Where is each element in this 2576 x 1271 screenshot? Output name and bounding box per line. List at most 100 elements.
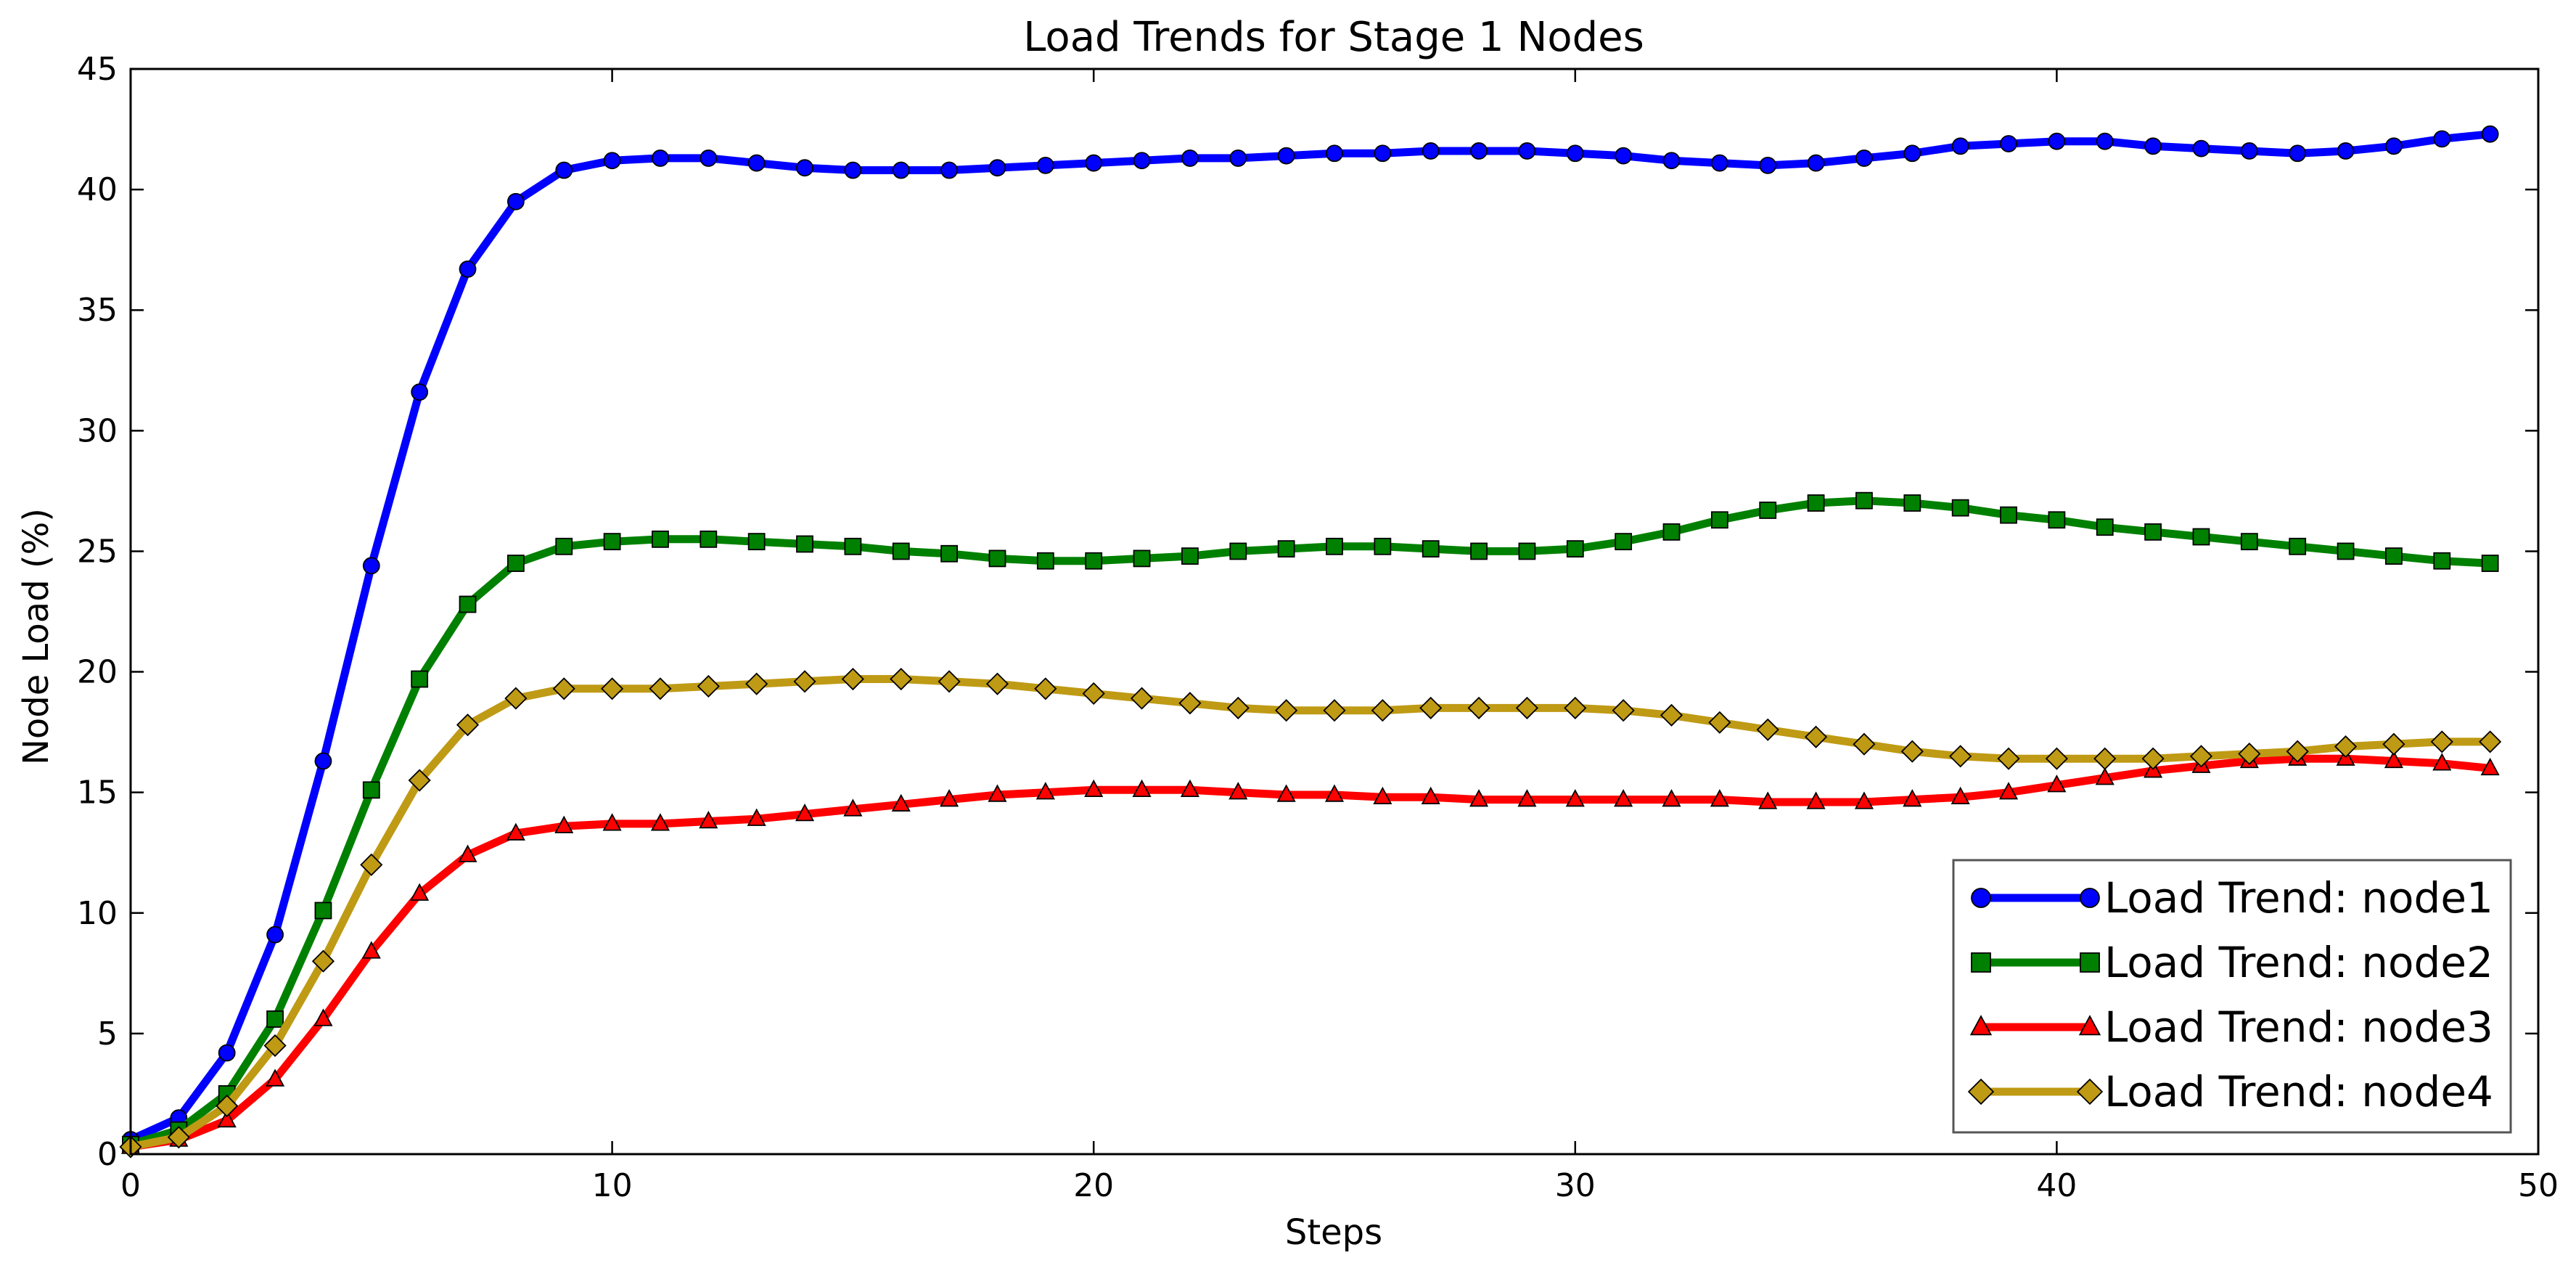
data-point-node3: [795, 804, 815, 822]
data-point-node1: [652, 150, 669, 167]
data-point-node1: [892, 161, 910, 179]
data-point-node3: [266, 1068, 285, 1087]
data-point-node3: [2384, 750, 2403, 769]
data-point-node2: [1662, 523, 1681, 541]
data-point-node4: [2189, 745, 2213, 768]
data-point-node2: [1710, 511, 1728, 529]
data-point-node1: [1662, 152, 1681, 170]
data-point-node3: [1662, 789, 1681, 807]
data-point-node4: [1419, 696, 1443, 719]
data-point-node2: [652, 530, 669, 548]
data-point-node3: [2480, 757, 2500, 776]
data-point-node2: [1181, 547, 1199, 565]
data-point-node3: [1132, 779, 1152, 798]
data-point-node4: [2334, 735, 2358, 759]
x-tick-label: 40: [2036, 1167, 2077, 1204]
data-point-node2: [555, 537, 573, 555]
data-point-node3: [1998, 782, 2019, 800]
legend-marker: [2080, 952, 2100, 973]
data-point-node4: [1997, 747, 2020, 770]
data-point-node2: [1566, 540, 1584, 558]
data-point-node2: [1855, 491, 1873, 510]
data-point-node2: [2337, 542, 2355, 560]
data-point-node1: [1229, 150, 1247, 167]
data-point-node4: [1515, 696, 1539, 719]
data-point-node4: [167, 1126, 190, 1149]
y-tick-label: 30: [77, 412, 118, 449]
legend-item-node4: Load Trend: node4: [1967, 1067, 2493, 1116]
data-point-node2: [2481, 555, 2499, 572]
data-point-node3: [410, 883, 430, 901]
legend-marker: [1967, 1078, 1995, 1106]
x-tick-label: 0: [120, 1167, 141, 1204]
data-point-node3: [1854, 791, 1874, 809]
x-tick-label: 20: [1073, 1167, 1114, 1204]
chart-title: Load Trends for Stage 1 Nodes: [1023, 14, 1644, 61]
data-point-node1: [1855, 150, 1873, 167]
data-point-node4: [216, 1094, 239, 1118]
data-point-node3: [650, 813, 670, 831]
data-point-node2: [411, 670, 429, 688]
data-point-node3: [1806, 791, 1826, 809]
data-point-node3: [1084, 779, 1104, 798]
data-point-node4: [1034, 677, 1057, 700]
data-point-node2: [2048, 511, 2066, 529]
data-point-node1: [1277, 147, 1295, 165]
data-point-node3: [1951, 786, 1970, 805]
series-node2: [122, 491, 2499, 1153]
data-point-node1: [2385, 137, 2403, 155]
data-point-node4: [985, 672, 1009, 695]
data-point-node3: [1324, 784, 1345, 802]
data-point-node2: [1951, 499, 1969, 517]
data-point-node1: [362, 557, 380, 575]
y-axis-label: Node Load (%): [16, 508, 57, 765]
data-point-node3: [1180, 779, 1199, 798]
data-point-node1: [1951, 137, 1969, 155]
data-point-node4: [1756, 718, 1779, 741]
data-point-node2: [2144, 523, 2162, 541]
data-point-node3: [747, 808, 766, 826]
data-point-node1: [506, 192, 525, 211]
legend-item-node3: Load Trend: node3: [1969, 1002, 2493, 1052]
data-point-node3: [2432, 753, 2452, 771]
data-point-node1: [988, 159, 1006, 177]
y-tick-label: 0: [97, 1136, 118, 1173]
data-point-node1: [1566, 144, 1584, 163]
data-point-node4: [1371, 699, 1394, 722]
data-point-node3: [1614, 789, 1633, 807]
data-point-node4: [2430, 730, 2453, 753]
y-tick-label: 20: [77, 654, 118, 691]
data-point-node1: [1036, 156, 1054, 174]
data-point-node4: [360, 853, 383, 876]
data-point-node4: [793, 670, 816, 693]
data-point-node1: [1422, 142, 1440, 160]
data-point-node3: [940, 789, 959, 807]
data-point-node1: [2289, 144, 2307, 163]
data-point-node4: [1467, 696, 1490, 719]
data-point-node4: [1178, 692, 1202, 715]
data-point-node1: [1759, 156, 1777, 174]
series-layer: [119, 125, 2502, 1158]
data-point-node2: [2096, 518, 2114, 536]
data-point-node1: [555, 161, 573, 179]
data-point-node3: [1421, 786, 1440, 805]
data-point-node1: [1133, 152, 1151, 170]
data-point-node1: [1710, 154, 1728, 172]
data-point-node2: [1229, 542, 1247, 560]
data-point-node4: [263, 1034, 287, 1058]
plot-frame: [129, 68, 2540, 1156]
data-point-node4: [1564, 696, 1587, 719]
data-point-node3: [891, 793, 911, 812]
data-point-node2: [1422, 540, 1440, 558]
data-point-node1: [1615, 147, 1633, 165]
data-point-node4: [2141, 747, 2165, 770]
data-point-node1: [2096, 132, 2114, 150]
legend-label: Load Trend: node1: [2104, 873, 2493, 923]
data-point-node4: [1612, 699, 1635, 722]
legend-label: Load Trend: node2: [2104, 938, 2493, 987]
data-point-node4: [1853, 732, 1876, 756]
y-tick-label: 35: [77, 292, 118, 329]
data-point-node2: [603, 533, 621, 551]
data-point-node2: [796, 535, 813, 553]
data-point-node4: [649, 677, 672, 700]
